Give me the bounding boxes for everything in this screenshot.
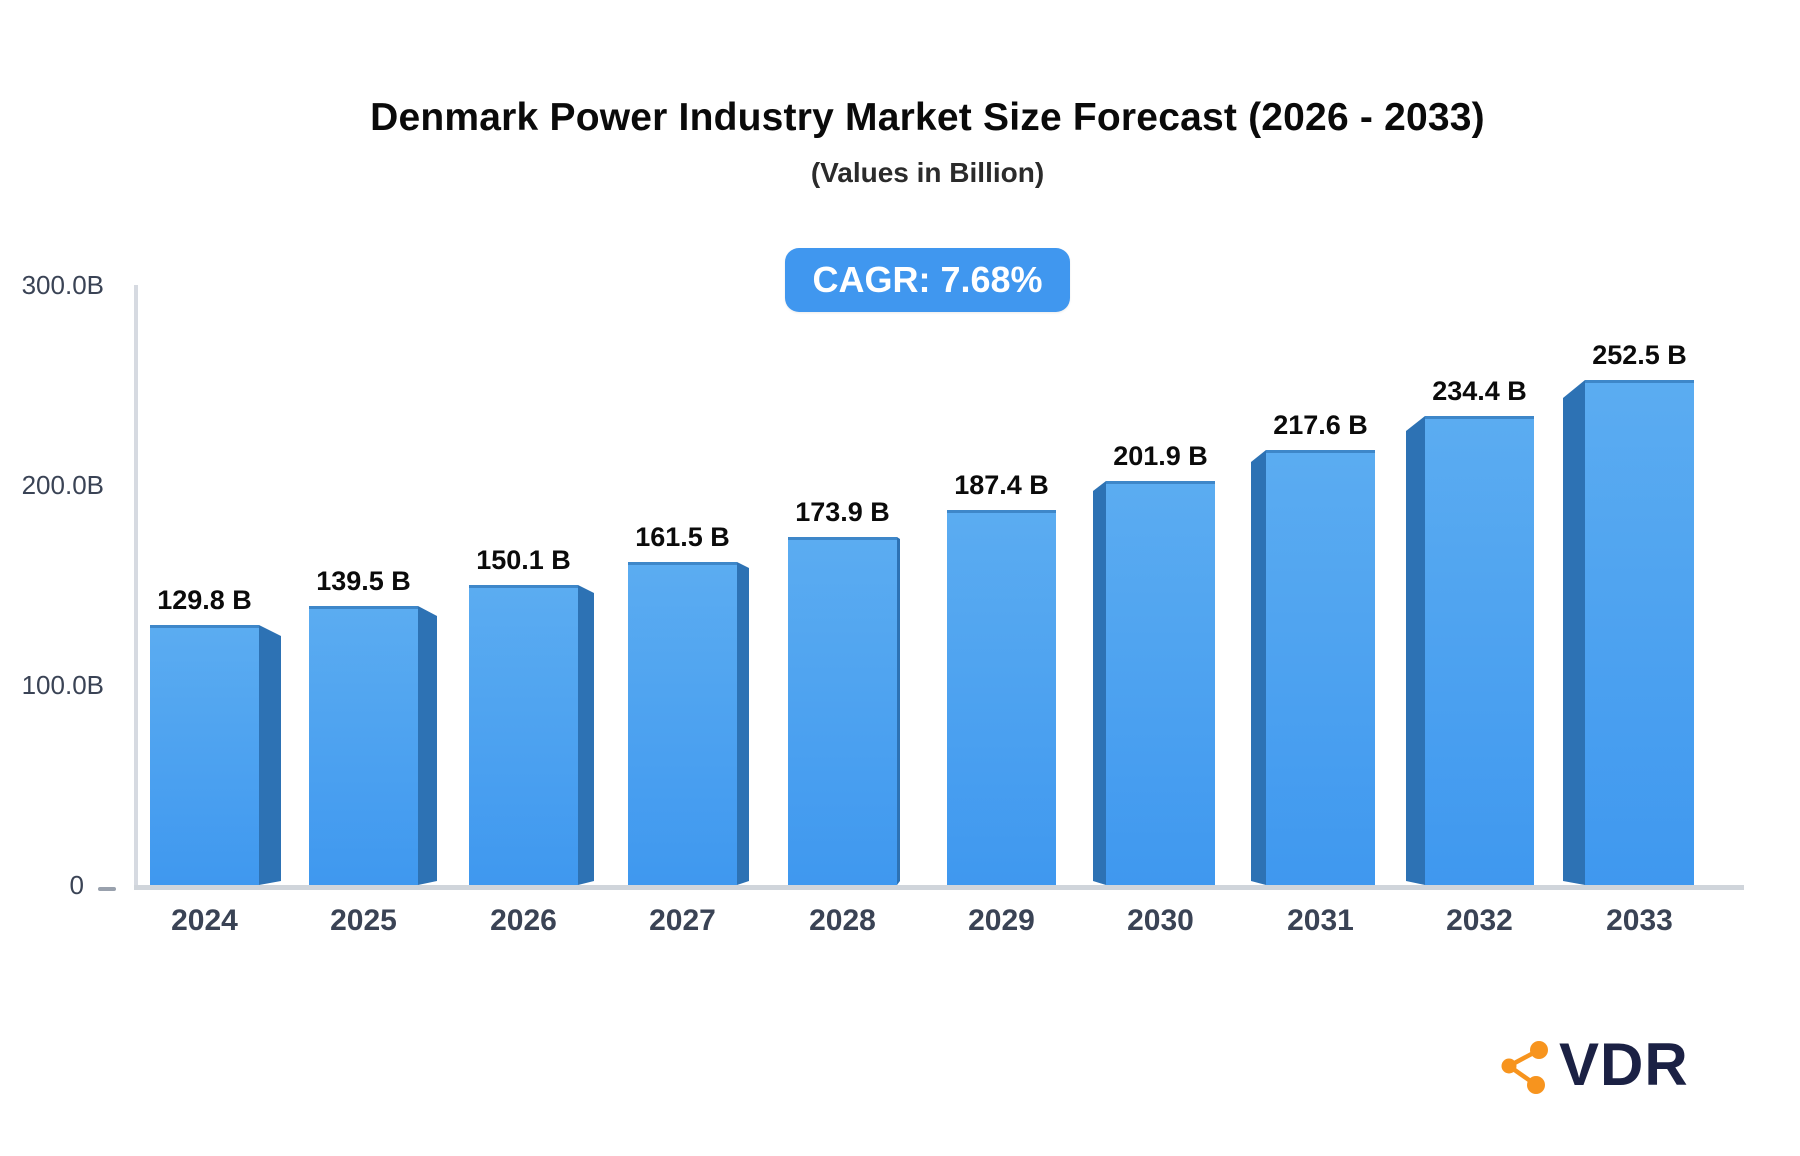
chart-subtitle: (Values in Billion) (810, 157, 1045, 188)
x-axis-label-2030: 2030 (1127, 904, 1194, 937)
bar-face (1106, 481, 1215, 885)
chart-header: Denmark Power Industry Market Size Forec… (55, 0, 1800, 312)
x-axis-label-2028: 2028 (809, 904, 876, 937)
x-axis-label-2031: 2031 (1287, 904, 1354, 937)
bar-value-label: 173.9 B (795, 497, 890, 527)
brand-logo: VDR (1492, 1032, 1689, 1098)
bar-face (1585, 380, 1694, 885)
y-tick-label: 200.0B (21, 470, 104, 500)
bar-side (578, 585, 594, 885)
bar-value-label: 129.8 B (157, 585, 252, 615)
chart-title: Denmark Power Industry Market Size Forec… (370, 96, 1485, 139)
bar-side (1251, 450, 1266, 885)
x-axis-label-2033: 2033 (1606, 904, 1673, 937)
y-tick-label: 100.0B (21, 670, 104, 700)
bar-side (1563, 380, 1585, 885)
bar-face (469, 585, 578, 885)
brand-name: VDR (1559, 1031, 1689, 1098)
x-axis-label-2025: 2025 (330, 904, 397, 937)
bar-value-label: 139.5 B (316, 566, 411, 596)
y-axis-line (134, 285, 138, 885)
bar-face (628, 562, 737, 885)
y-tick-dash (98, 887, 116, 891)
x-axis-label-2024: 2024 (171, 904, 238, 937)
bar-value-label: 201.9 B (1113, 441, 1208, 471)
bar-value-label: 161.5 B (635, 522, 730, 552)
x-axis-label-2026: 2026 (490, 904, 557, 937)
bar-face (309, 606, 418, 885)
bar-face (947, 510, 1056, 885)
bar-side (1406, 416, 1425, 885)
y-tick-label: 300.0B (21, 270, 104, 300)
bar-side (259, 625, 281, 885)
bar-face (1266, 450, 1375, 885)
bar-value-label: 187.4 B (954, 470, 1049, 500)
bar-value-label: 252.5 B (1592, 340, 1687, 370)
bar-side (1093, 481, 1106, 885)
cagr-badge: CAGR: 7.68% (785, 248, 1070, 312)
bar-value-label: 234.4 B (1432, 376, 1527, 406)
x-axis-label-2032: 2032 (1446, 904, 1513, 937)
bar-face (788, 537, 897, 885)
share-network-icon (1501, 1041, 1548, 1094)
x-axis-label-2027: 2027 (649, 904, 716, 937)
bar-side (897, 537, 900, 885)
y-tick-label: 0 (69, 870, 84, 900)
bar-side (418, 606, 437, 885)
x-axis-line (134, 885, 1744, 890)
bar-value-label: 150.1 B (476, 545, 571, 575)
bar-face (150, 625, 259, 885)
bar-face (1425, 416, 1534, 885)
bar-value-label: 217.6 B (1273, 410, 1368, 440)
bar-side (737, 562, 749, 885)
x-axis-label-2029: 2029 (968, 904, 1035, 937)
